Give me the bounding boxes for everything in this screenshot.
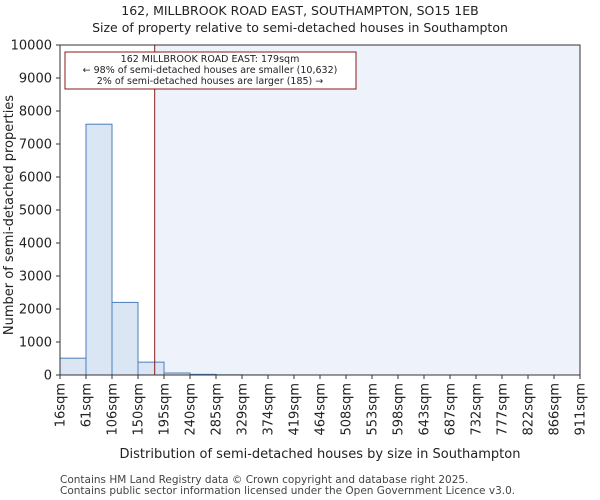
x-axis-label: Distribution of semi-detached houses by … <box>120 447 521 462</box>
x-tick-label: 16sqm <box>54 383 69 427</box>
x-tick-label: 911sqm <box>574 383 589 436</box>
x-tick-label: 285sqm <box>210 383 225 436</box>
x-tick-label: 419sqm <box>288 383 303 436</box>
y-tick-label: 5000 <box>19 204 52 219</box>
x-tick-label: 732sqm <box>470 383 485 436</box>
y-tick-label: 4000 <box>19 237 52 252</box>
annotation-box: 162 MILLBROOK ROAD EAST: 179sqm ← 98% of… <box>64 51 357 90</box>
y-tick-label: 9000 <box>19 72 52 87</box>
bar-150sqm <box>137 361 165 376</box>
chart-title: 162, MILLBROOK ROAD EAST, SOUTHAMPTON, S… <box>121 3 479 18</box>
x-tick-label: 687sqm <box>444 383 459 436</box>
x-tick-label: 553sqm <box>366 383 381 436</box>
x-tick-label: 822sqm <box>522 383 537 436</box>
x-tick-label: 464sqm <box>314 383 329 436</box>
x-tick-label: 106sqm <box>106 383 121 436</box>
y-tick-label: 3000 <box>19 270 52 285</box>
x-tick-label: 777sqm <box>496 383 511 436</box>
footer-line-1: Contains HM Land Registry data © Crown c… <box>60 474 469 486</box>
y-tick-label: 8000 <box>19 105 52 120</box>
y-tick-label: 6000 <box>19 171 52 186</box>
bar-61sqm <box>85 123 113 376</box>
x-tick-label: 374sqm <box>262 383 277 436</box>
bar-16sqm <box>59 357 87 376</box>
y-axis-label: Number of semi-detached properties <box>2 95 17 335</box>
x-tick-label: 240sqm <box>184 383 199 436</box>
x-tick-label: 195sqm <box>158 383 173 436</box>
x-tick-label: 508sqm <box>340 383 355 436</box>
annotation-line-3: 2% of semi-detached houses are larger (1… <box>97 76 324 87</box>
annotation-border <box>64 51 357 90</box>
footer-line-2: Contains public sector information licen… <box>60 485 516 497</box>
x-tick-label: 598sqm <box>392 383 407 436</box>
annotation-line-2: ← 98% of semi-detached houses are smalle… <box>83 65 338 76</box>
annotation-line-1: 162 MILLBROOK ROAD EAST: 179sqm <box>121 54 300 65</box>
y-tick-label: 7000 <box>19 138 52 153</box>
larger-region-highlight <box>154 45 580 375</box>
y-tick-label: 0 <box>44 369 52 384</box>
y-tick-label: 2000 <box>19 303 52 318</box>
x-tick-label: 150sqm <box>132 383 147 436</box>
chart-subtitle: Size of property relative to semi-detach… <box>92 20 508 35</box>
y-tick-label: 1000 <box>19 336 52 351</box>
y-tick-label: 10000 <box>11 39 52 54</box>
x-tick-label: 866sqm <box>548 383 563 436</box>
histogram-chart: 0 1000 2000 3000 4000 5000 6000 7000 8000 9000 100… <box>2 39 589 463</box>
bar-106sqm <box>111 301 139 376</box>
x-tick-label: 643sqm <box>418 383 433 436</box>
x-tick-label: 61sqm <box>80 383 95 427</box>
x-tick-label: 329sqm <box>236 383 251 436</box>
